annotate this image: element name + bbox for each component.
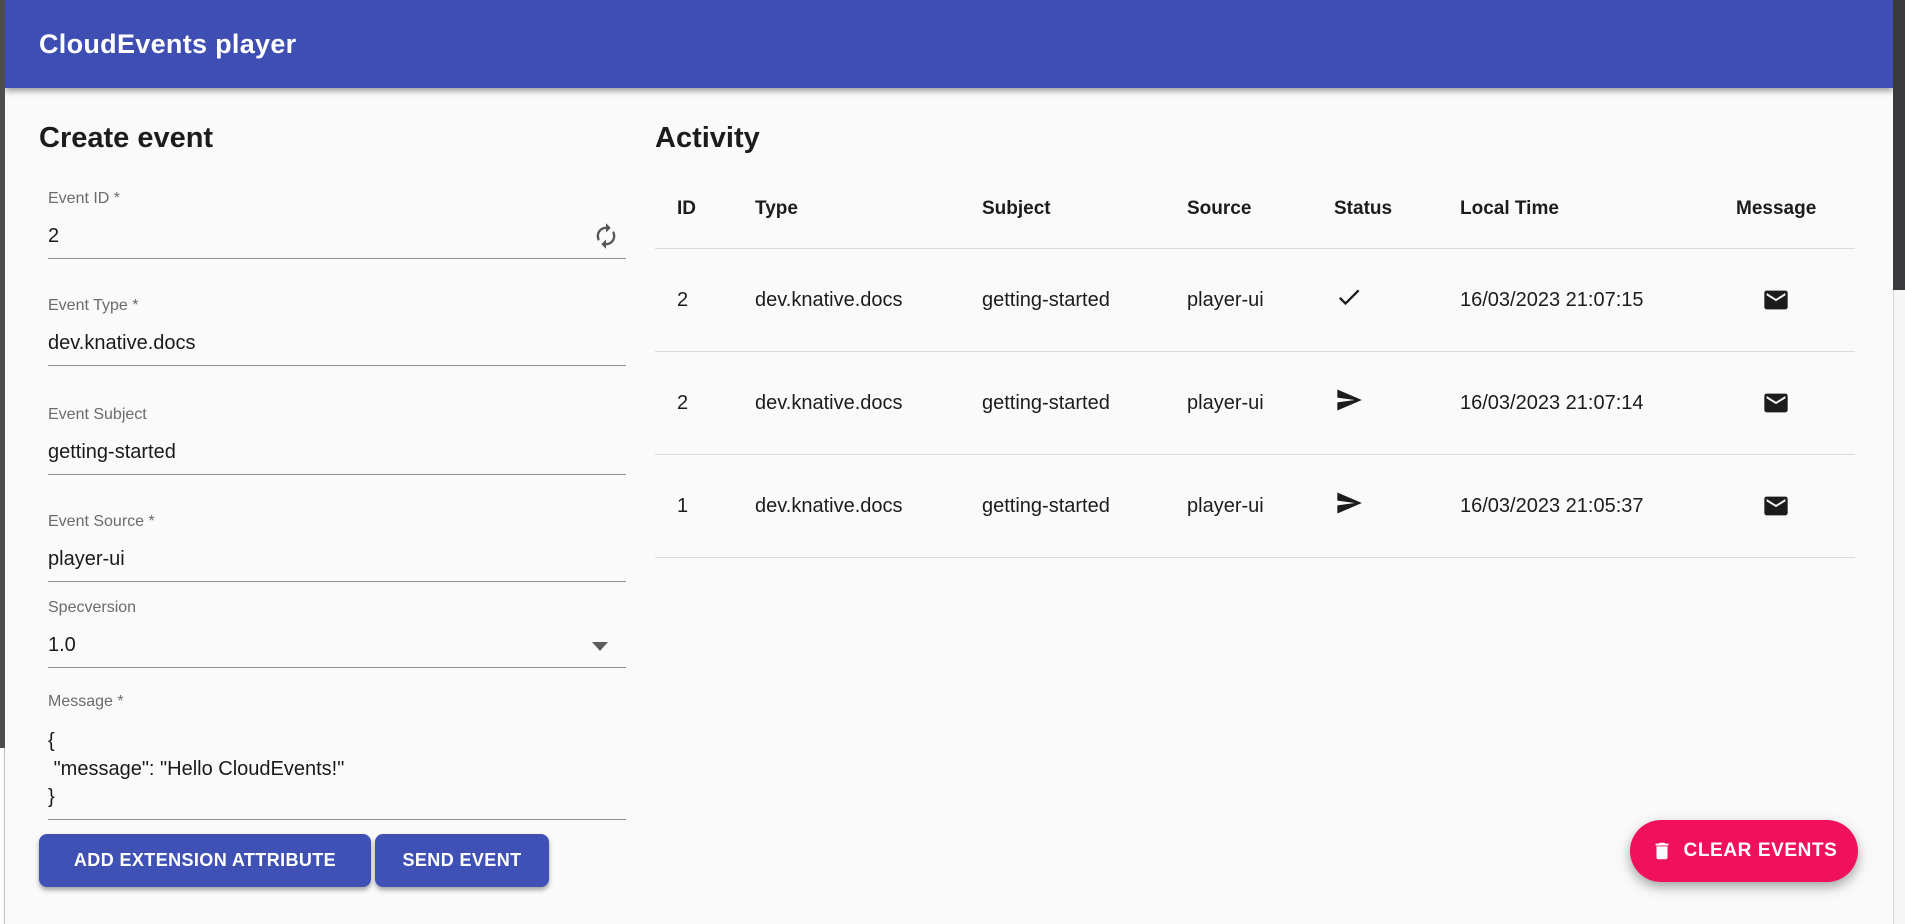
- cell-type: dev.knative.docs: [755, 494, 903, 517]
- view-message-button[interactable]: [1754, 381, 1798, 425]
- event-type-input[interactable]: dev.knative.docs: [48, 332, 196, 354]
- specversion-label: Specversion: [48, 599, 137, 616]
- table-row: 2 dev.knative.docs getting-started playe…: [655, 249, 1855, 352]
- cell-subject: getting-started: [982, 494, 1110, 517]
- col-header-local-time: Local Time: [1460, 198, 1559, 219]
- scrollbar-track: [1893, 0, 1905, 924]
- left-edge-strip-bottom: [0, 748, 5, 924]
- cell-source: player-ui: [1187, 494, 1264, 517]
- specversion-select[interactable]: Specversion 1.0: [48, 599, 626, 668]
- col-header-subject: Subject: [982, 198, 1051, 219]
- col-header-status: Status: [1334, 198, 1393, 219]
- col-header-id: ID: [677, 198, 696, 219]
- clear-events-label: CLEAR EVENTS: [1683, 840, 1838, 861]
- autorenew-icon[interactable]: [592, 222, 620, 250]
- event-subject-label: Event Subject: [48, 406, 147, 423]
- left-edge-strip: [0, 0, 5, 748]
- cell-id: 2: [677, 391, 689, 414]
- table-row: 2 dev.knative.docs getting-started playe…: [655, 352, 1855, 455]
- cell-subject: getting-started: [982, 391, 1110, 414]
- cell-subject: getting-started: [982, 288, 1110, 311]
- cell-source: player-ui: [1187, 391, 1264, 414]
- create-event-title: Create event: [39, 122, 214, 154]
- app-header: CloudEvents player: [5, 0, 1893, 88]
- table-header-row: ID Type Subject Source Status Local Time…: [655, 186, 1855, 249]
- event-source-field[interactable]: Event Source * player-ui: [48, 513, 626, 582]
- email-icon: [1764, 393, 1788, 413]
- event-subject-input[interactable]: getting-started: [48, 441, 176, 463]
- event-id-label: Event ID *: [48, 190, 121, 207]
- email-icon: [1764, 290, 1788, 310]
- col-header-type: Type: [755, 198, 798, 219]
- col-header-source: Source: [1187, 198, 1252, 219]
- table-row: 1 dev.knative.docs getting-started playe…: [655, 455, 1855, 558]
- clear-events-button[interactable]: CLEAR EVENTS: [1630, 820, 1858, 882]
- trash-icon: [1655, 842, 1668, 860]
- view-message-button[interactable]: [1754, 278, 1798, 322]
- send-event-button[interactable]: SEND EVENT: [375, 834, 549, 887]
- status-sent-icon: [1337, 492, 1362, 514]
- event-subject-field[interactable]: Event Subject getting-started: [48, 406, 626, 475]
- status-received-check-icon: [1338, 289, 1360, 306]
- event-source-input[interactable]: player-ui: [48, 548, 125, 570]
- message-textarea[interactable]: { "message": "Hello CloudEvents!" }: [48, 730, 345, 808]
- cell-type: dev.knative.docs: [755, 288, 903, 311]
- event-id-field[interactable]: Event ID * 2: [48, 190, 626, 259]
- status-sent-icon: [1337, 389, 1362, 411]
- activity-title: Activity: [655, 122, 760, 154]
- col-header-message: Message: [1736, 198, 1817, 219]
- message-field[interactable]: Message * { "message": "Hello CloudEvent…: [48, 693, 626, 820]
- cell-id: 1: [677, 494, 689, 517]
- event-type-label: Event Type *: [48, 297, 139, 314]
- cell-local-time: 16/03/2023 21:05:37: [1460, 494, 1644, 517]
- event-source-label: Event Source *: [48, 513, 155, 530]
- view-message-button[interactable]: [1754, 484, 1798, 528]
- event-id-input[interactable]: 2: [48, 225, 60, 247]
- specversion-value[interactable]: 1.0: [48, 634, 76, 656]
- dropdown-arrow-icon[interactable]: [592, 642, 608, 651]
- activity-table: ID Type Subject Source Status Local Time…: [655, 186, 1855, 558]
- cell-id: 2: [677, 288, 689, 311]
- email-icon: [1764, 496, 1788, 516]
- cell-local-time: 16/03/2023 21:07:14: [1460, 391, 1644, 414]
- event-type-field[interactable]: Event Type * dev.knative.docs: [48, 297, 626, 366]
- cell-source: player-ui: [1187, 288, 1264, 311]
- scrollbar-thumb[interactable]: [1893, 0, 1905, 290]
- cell-type: dev.knative.docs: [755, 391, 903, 414]
- cell-local-time: 16/03/2023 21:07:15: [1460, 288, 1644, 311]
- message-label: Message *: [48, 693, 124, 710]
- add-extension-attribute-button[interactable]: ADD EXTENSION ATTRIBUTE: [39, 834, 371, 887]
- app-title: CloudEvents player: [39, 28, 297, 59]
